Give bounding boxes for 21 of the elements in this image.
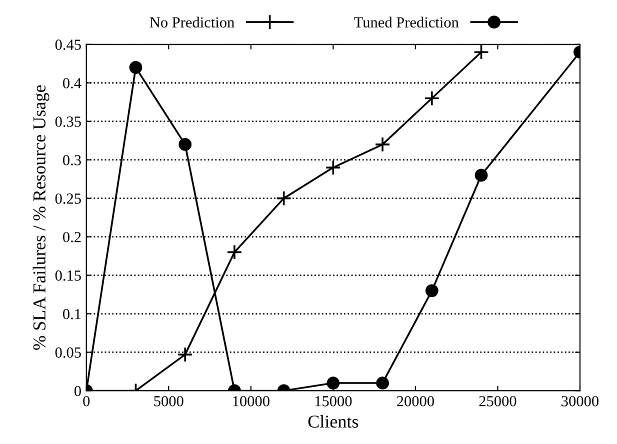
y-tick-label: 0.4 xyxy=(63,78,82,88)
y-tick-label: 0.45 xyxy=(55,40,81,50)
legend-label: Tuned Prediction xyxy=(354,16,459,28)
x-tick-label: 20000 xyxy=(397,396,434,406)
x-tick-label: 10000 xyxy=(233,396,270,406)
y-axis-title: % SLA Failures / % Resource Usage xyxy=(32,85,50,350)
x-tick-label: 0 xyxy=(83,396,90,406)
y-tick-label: 0 xyxy=(74,386,81,396)
y-tick-label: 0.25 xyxy=(55,193,81,204)
y-tick-label: 0.3 xyxy=(63,154,81,166)
x-tick-label: 15000 xyxy=(315,396,352,406)
y-tick-label: 0.35 xyxy=(55,116,81,127)
legend-label: No Prediction xyxy=(150,16,234,28)
y-tick-label: 0.1 xyxy=(63,308,81,320)
x-axis-title: Clients xyxy=(308,414,358,428)
y-tick-label: 0.05 xyxy=(55,347,81,358)
y-tick-label: 0.2 xyxy=(63,232,81,242)
x-tick-label: 5000 xyxy=(154,396,184,406)
y-tick-label: 0.15 xyxy=(55,270,81,281)
x-tick-label: 30000 xyxy=(562,396,598,406)
x-tick-label: 25000 xyxy=(479,396,516,406)
